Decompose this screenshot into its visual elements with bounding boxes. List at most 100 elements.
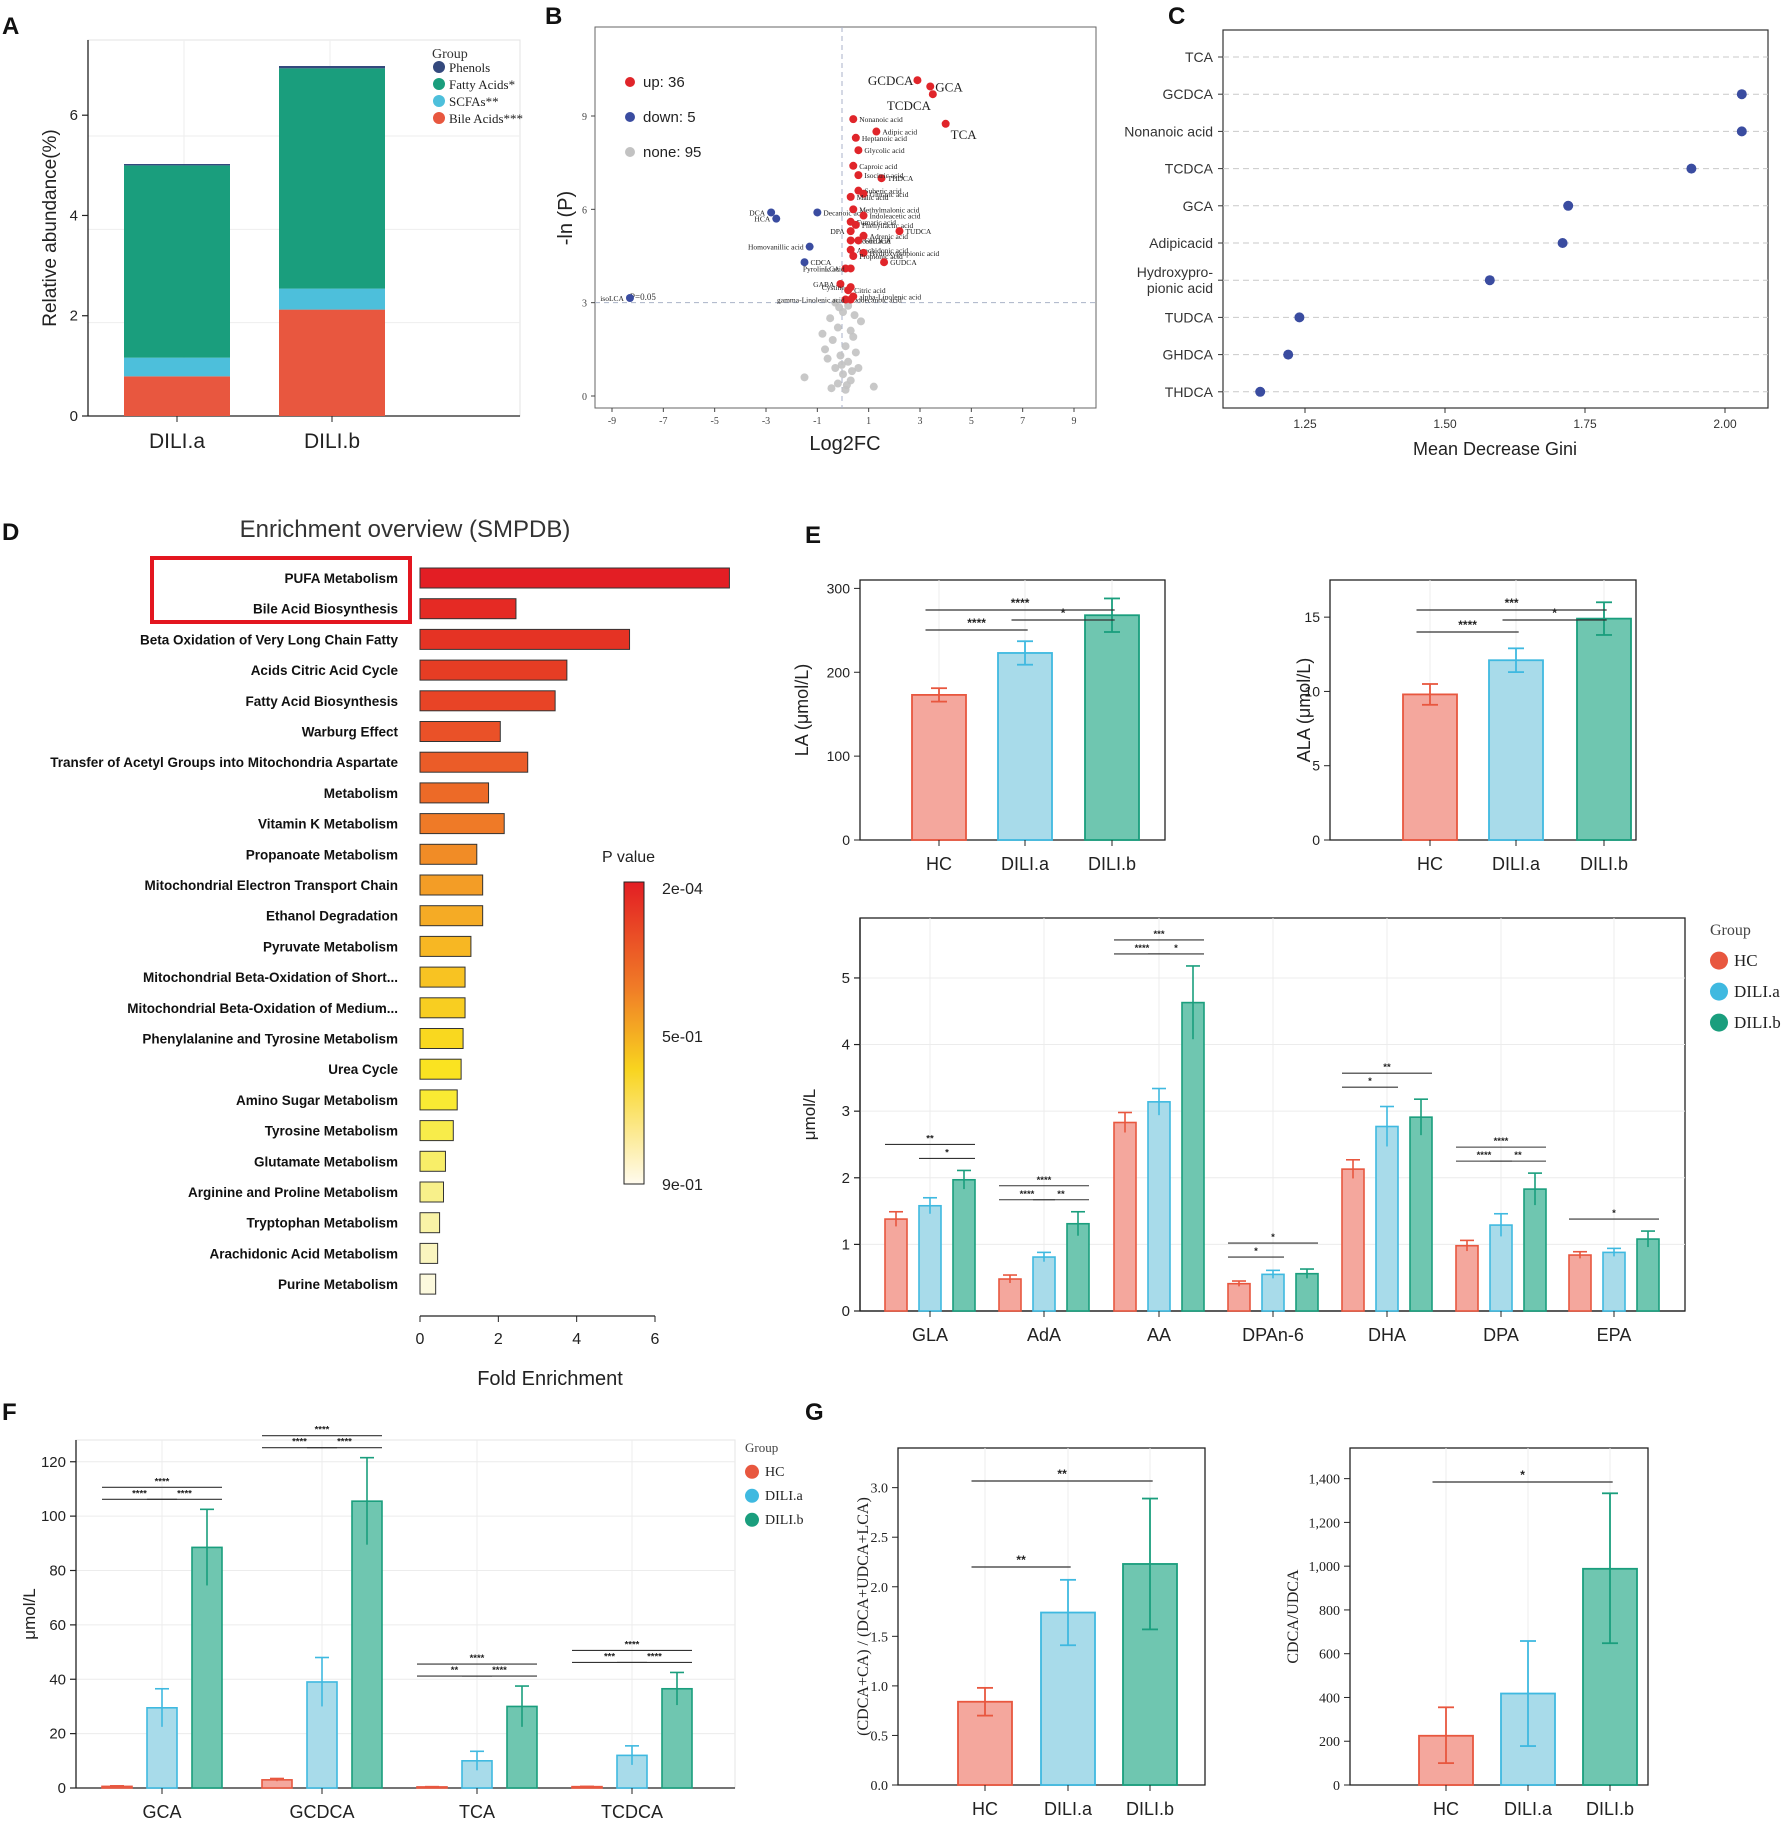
point-none bbox=[856, 317, 865, 326]
point-label-cystine: Cystine bbox=[822, 283, 846, 292]
point-none bbox=[839, 370, 847, 379]
point-cdca bbox=[800, 258, 809, 267]
bar-label: Pyruvate Metabolism bbox=[263, 939, 398, 954]
bar-segment-fatty-dili-b bbox=[279, 68, 385, 289]
bar-dili-b bbox=[1084, 614, 1140, 841]
panel-c-gini-dot-plot: TCA GCDCA Nonanoic acid TCDCA GCA Adipicacid H… bbox=[1124, 29, 1769, 459]
legend-swatch-dili-a bbox=[1710, 982, 1728, 1001]
bar-gla-dili-a bbox=[918, 1204, 942, 1312]
x-tick-label: DILI.a bbox=[1504, 1799, 1553, 1819]
legend-swatch-dili-a bbox=[745, 1488, 759, 1503]
y-tick-label: 800 bbox=[1319, 1604, 1340, 1619]
legend-label: SCFAs** bbox=[449, 94, 499, 109]
significance-label: * bbox=[1612, 1208, 1616, 1219]
point-phenyllactic-acid bbox=[851, 220, 860, 229]
legend-title: Group bbox=[745, 1440, 778, 1455]
y-tick-label: 6 bbox=[70, 107, 78, 124]
y-tick-label: 5 bbox=[1312, 758, 1320, 774]
bar-amino-sugar-metabolism bbox=[419, 1089, 458, 1111]
legend-swatch-scfa bbox=[433, 95, 445, 107]
y-axis-label: CDCA/UDCA bbox=[1285, 1569, 1302, 1664]
bar-label: Transfer of Acetyl Groups into Mitochond… bbox=[50, 755, 398, 770]
point-alpha-linolenic-acid bbox=[849, 292, 858, 301]
bar-ethanol-degradation bbox=[419, 905, 484, 927]
significance-label: * bbox=[1254, 1246, 1258, 1257]
point-none bbox=[851, 348, 860, 357]
y-axis-label: μmol/L bbox=[20, 1588, 39, 1639]
colorbar-label: 9e-01 bbox=[662, 1177, 703, 1194]
y-tick-label: 400 bbox=[1319, 1691, 1340, 1706]
significance-label: ** bbox=[926, 1133, 934, 1144]
significance-label: **** bbox=[470, 1653, 485, 1664]
significance-label: **** bbox=[337, 1437, 352, 1448]
y-tick-label: 1 bbox=[842, 1236, 850, 1253]
y-tick-label: 0 bbox=[1333, 1779, 1340, 1794]
y-tick-label: 2.0 bbox=[871, 1581, 889, 1596]
x-axis-label: Log2FC bbox=[809, 433, 880, 455]
y-tick-label: 15 bbox=[1304, 609, 1320, 625]
x-tick-label: 4 bbox=[572, 1331, 581, 1348]
point-propionic-acid bbox=[849, 252, 858, 260]
bar-dpan-6-hc bbox=[1227, 1282, 1251, 1312]
bar-pyruvate-metabolism bbox=[419, 935, 472, 957]
bar-dpa-hc bbox=[1455, 1244, 1479, 1312]
point-none bbox=[846, 326, 855, 335]
point-methylmalonic-acid bbox=[849, 205, 858, 214]
significance-label: * bbox=[1552, 606, 1557, 620]
point-none bbox=[850, 311, 859, 320]
y-tick-label: 1,400 bbox=[1309, 1473, 1341, 1488]
point-none bbox=[833, 379, 842, 388]
bar-acids-citric-acid-cycle bbox=[419, 659, 568, 681]
chart-title: Enrichment overview (SMPDB) bbox=[240, 516, 571, 543]
point-label-acetic-acid: Acetic acid bbox=[857, 236, 891, 245]
point-none bbox=[833, 323, 842, 332]
legend-swatch-phenols bbox=[433, 61, 445, 73]
x-tick-label: DILI.b bbox=[304, 430, 360, 453]
bar-label: Amino Sugar Metabolism bbox=[236, 1093, 398, 1108]
point-none bbox=[831, 364, 840, 372]
point-label-alpha-linolenic-acid: alpha-Linolenic acid bbox=[859, 292, 921, 301]
x-tick-label: 2 bbox=[494, 1331, 503, 1348]
y-tick-label: 200 bbox=[1319, 1735, 1340, 1750]
point-tudca bbox=[895, 227, 904, 236]
bar-label: Propanoate Metabolism bbox=[246, 847, 398, 862]
significance-label: ** bbox=[1057, 1189, 1065, 1200]
legend-label: Fatty Acids* bbox=[449, 77, 515, 92]
legend-label-down: down: 5 bbox=[643, 109, 696, 126]
y-tick-label: 0 bbox=[1312, 832, 1320, 848]
point-label-dca: DCA bbox=[749, 208, 765, 217]
point-label-citric-acid: Citric acid bbox=[854, 286, 886, 295]
bar-label: Vitamin K Metabolism bbox=[258, 817, 398, 832]
bar-label: Tyrosine Metabolism bbox=[265, 1124, 398, 1139]
legend-label-hc: HC bbox=[1734, 951, 1758, 970]
x-tick-label: 1.75 bbox=[1573, 417, 1597, 431]
point-label-homovanillic-acid: Homovanillic acid bbox=[748, 243, 804, 252]
point-none bbox=[854, 364, 863, 372]
y-tick-label: 3.0 bbox=[871, 1482, 889, 1497]
point-tca bbox=[941, 119, 950, 128]
bar-label: PUFA Metabolism bbox=[284, 571, 398, 586]
panel-labels: A B C D E F G bbox=[2, 3, 1185, 1426]
point-none bbox=[827, 384, 836, 393]
bar-segment-scfa-dili-b bbox=[279, 288, 385, 310]
category-label: GCA bbox=[1183, 198, 1214, 214]
bar-mitochondrial-electron-transport-chain bbox=[419, 874, 484, 896]
point-dca bbox=[767, 208, 776, 217]
bar-aa-dili-b bbox=[1181, 1001, 1205, 1312]
x-tick-label: 2.00 bbox=[1713, 417, 1737, 431]
y-tick-label: 0 bbox=[842, 832, 850, 848]
dot-nonanoic-acid bbox=[1736, 126, 1747, 137]
y-axis-label: μmol/L bbox=[800, 1089, 819, 1140]
panel-label-g: G bbox=[805, 1399, 824, 1426]
y-tick-label: 5 bbox=[842, 970, 850, 987]
bar-label: Bile Acid Biosynthesis bbox=[253, 602, 398, 617]
point-label-tcdca: TCDCA bbox=[887, 98, 932, 113]
panel-label-e: E bbox=[805, 522, 821, 549]
point-gudca bbox=[880, 258, 889, 267]
x-tick-label: HC bbox=[1417, 854, 1443, 874]
y-tick-label: 200 bbox=[827, 664, 851, 680]
bar-propanoate-metabolism bbox=[419, 843, 478, 865]
bar-label: Arginine and Proline Metabolism bbox=[188, 1185, 398, 1200]
point-label-nonanoic-acid: Nonanoic acid bbox=[859, 115, 903, 124]
